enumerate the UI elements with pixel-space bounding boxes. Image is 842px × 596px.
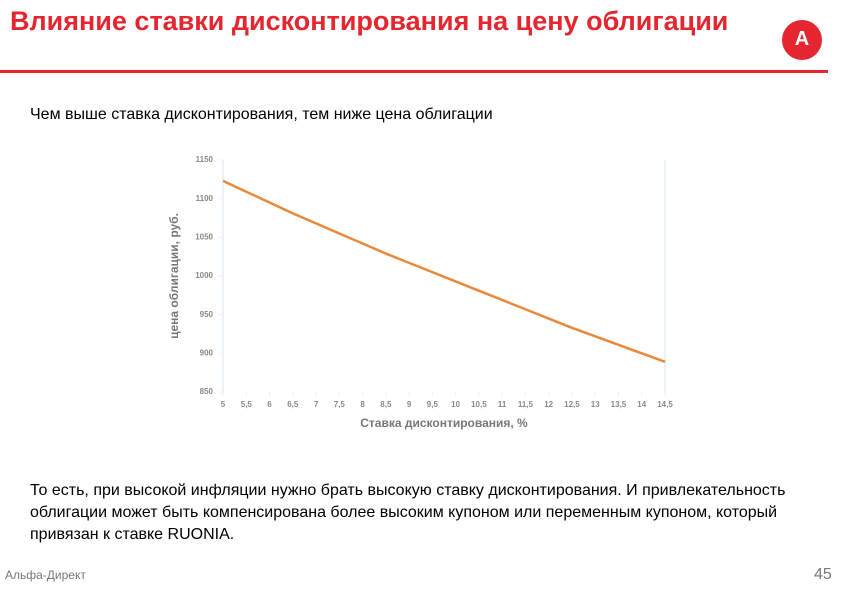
- x-tick-label: 13: [591, 400, 600, 409]
- x-tick-label: 13,5: [611, 400, 627, 409]
- y-tick-label: 1000: [195, 271, 213, 280]
- x-tick-label: 5: [221, 400, 226, 409]
- title-rule: [0, 70, 828, 73]
- x-tick-label: 12,5: [564, 400, 580, 409]
- x-tick-label: 8: [360, 400, 365, 409]
- x-tick-label: 10,5: [471, 400, 487, 409]
- subtitle: Чем выше ставка дисконтирования, тем ниж…: [30, 106, 493, 123]
- body-text: То есть, при высокой инфляции нужно брат…: [30, 482, 786, 543]
- x-tick-label: 14,5: [657, 400, 673, 409]
- x-axis-title: Ставка дисконтирования, %: [360, 416, 528, 430]
- page-number: 45: [814, 566, 832, 583]
- footer-brand: Альфа-Директ: [5, 568, 86, 582]
- data-line: [222, 179, 666, 364]
- x-tick-label: 14: [637, 400, 646, 409]
- x-tick-label: 5,5: [241, 400, 253, 409]
- x-tick-label: 9: [407, 400, 412, 409]
- y-tick-label: 950: [200, 310, 214, 319]
- y-tick-label: 1100: [196, 194, 214, 203]
- x-tick-label: 7: [314, 400, 319, 409]
- x-tick-label: 8,5: [380, 400, 392, 409]
- y-tick-label: 1050: [195, 232, 213, 241]
- slide-title: Влияние ставки дисконтирования на цену о…: [10, 6, 729, 36]
- x-tick-label: 6: [267, 400, 272, 409]
- x-tick-label: 11: [498, 400, 507, 409]
- x-tick-label: 9,5: [427, 400, 439, 409]
- x-tick-label: 11,5: [518, 400, 534, 409]
- x-tick-label: 12: [544, 400, 553, 409]
- logo: А: [782, 20, 822, 60]
- y-tick-label: 850: [200, 387, 214, 396]
- x-tick-label: 10: [451, 400, 460, 409]
- x-tick-label: 6,5: [287, 400, 299, 409]
- y-axis-title: цена облигации, руб.: [167, 213, 181, 339]
- y-tick-label: 900: [200, 348, 214, 357]
- y-tick-label: 1150: [196, 155, 214, 164]
- x-tick-label: 7,5: [334, 400, 346, 409]
